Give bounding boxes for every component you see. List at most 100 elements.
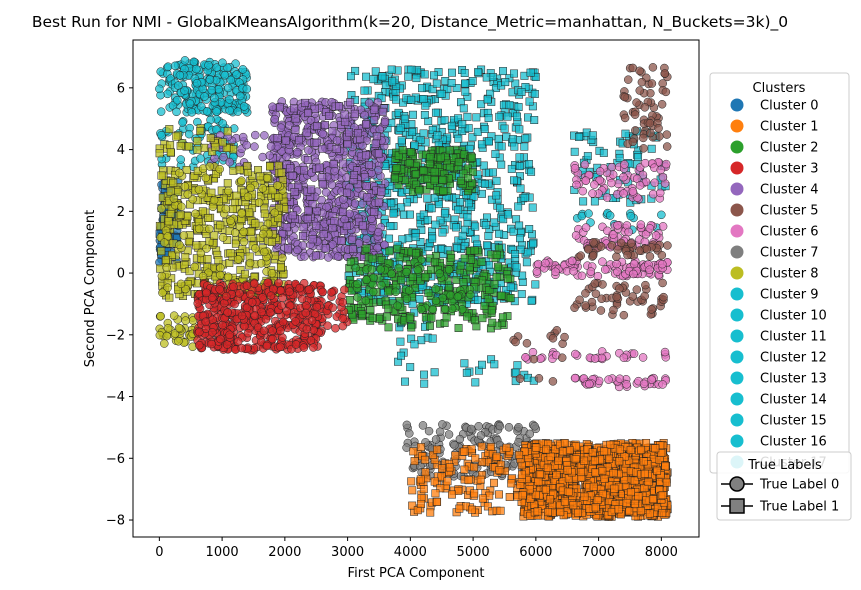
cluster-8-point <box>267 269 277 278</box>
cluster-7-point <box>424 426 434 436</box>
cluster-6-point <box>588 189 597 198</box>
cluster-7-point <box>405 429 414 438</box>
cluster-4-point <box>358 199 367 208</box>
cluster-2-point <box>384 287 393 296</box>
cluster-9-point <box>235 91 245 101</box>
cluster-9-point <box>517 290 526 299</box>
cluster-4-point <box>330 217 339 226</box>
cluster-5-point <box>662 130 672 139</box>
cluster-8-point <box>226 249 235 258</box>
cluster-9-point <box>584 209 593 218</box>
cluster-4-point <box>321 188 331 197</box>
cluster-9-point <box>423 215 432 224</box>
cluster-9-point <box>440 116 449 125</box>
cluster-3-point <box>307 316 317 325</box>
cluster-4-point <box>304 206 313 215</box>
cluster-4-point <box>310 104 319 113</box>
cluster-9-point <box>510 142 519 151</box>
cluster-4-point <box>295 136 303 145</box>
cluster-3-point <box>194 340 204 350</box>
cluster-5-point <box>659 292 668 302</box>
cluster-9-point <box>626 211 636 221</box>
cluster-2-point <box>424 288 433 297</box>
cluster-8-point <box>157 271 167 281</box>
cluster-8-point <box>174 337 183 346</box>
cluster-5-point <box>657 100 667 109</box>
cluster-9-point <box>460 359 469 368</box>
cluster-2-point <box>368 314 377 323</box>
cluster-9-point <box>238 65 248 74</box>
cluster-9-point <box>461 79 470 88</box>
cluster-8-point <box>196 127 205 135</box>
cluster-9-point <box>575 133 583 141</box>
cluster-8-point <box>235 165 244 174</box>
cluster-2-point <box>405 159 414 168</box>
cluster-4-point <box>298 232 307 240</box>
cluster-8-point <box>236 265 245 274</box>
cluster-6-point <box>660 347 670 357</box>
cluster-4-point <box>364 98 374 108</box>
cluster-8-point <box>246 183 255 193</box>
cluster-2-point <box>468 153 477 162</box>
cluster-9-point <box>218 119 228 128</box>
cluster-8-point <box>192 241 201 250</box>
cluster-2-point <box>392 164 401 173</box>
cluster-6-point <box>613 221 622 230</box>
cluster-9-point <box>232 70 241 79</box>
cluster-6-point <box>571 231 581 240</box>
cluster-7-point <box>495 421 505 431</box>
cluster-9-point <box>155 84 164 94</box>
cluster-8-point <box>169 311 179 320</box>
cluster-8-point <box>278 253 287 263</box>
cluster-9-point <box>479 161 488 170</box>
cluster-2-point <box>444 265 454 274</box>
cluster-2-point <box>465 263 474 272</box>
cluster-9-point <box>172 107 181 117</box>
cluster-5-point <box>647 305 656 314</box>
cluster-9-point <box>197 102 206 111</box>
cluster-4-point <box>333 252 343 261</box>
cluster-5-point <box>632 98 641 107</box>
cluster-4-point <box>346 98 355 107</box>
cluster-9-point <box>178 118 187 127</box>
cluster-8-point <box>157 247 166 256</box>
cluster-9-point <box>200 92 209 101</box>
cluster-9-point <box>529 239 537 248</box>
cluster-2-point <box>492 250 501 259</box>
cluster-9-point <box>528 203 537 212</box>
cluster-9-point <box>226 75 236 85</box>
cluster-4-point <box>281 136 290 145</box>
cluster-8-point <box>183 190 193 199</box>
cluster-2-point <box>393 301 402 311</box>
cluster-6-point <box>650 178 659 187</box>
cluster-9-point <box>511 368 520 377</box>
cluster-7-point <box>431 435 441 444</box>
cluster-9-point <box>397 351 405 360</box>
cluster-9-point <box>417 336 426 345</box>
cluster-9-point <box>389 209 398 218</box>
cluster-9-point <box>205 75 215 84</box>
cluster-9-point <box>477 140 486 149</box>
cluster-4-point <box>270 114 280 124</box>
cluster-4-point <box>361 151 370 160</box>
cluster-5-point <box>641 280 650 290</box>
cluster-6-point <box>628 187 638 196</box>
cluster-2-point <box>398 146 407 155</box>
cluster-8-point <box>193 137 202 145</box>
cluster-9-point <box>438 228 447 237</box>
cluster-4-point <box>350 109 359 118</box>
cluster-4-point <box>339 159 348 168</box>
cluster-8-point <box>201 173 211 183</box>
cluster-8-point <box>223 179 232 188</box>
cluster-3-point <box>201 317 211 327</box>
cluster-9-point <box>508 135 517 144</box>
cluster-6-point <box>604 375 613 384</box>
cluster-3-point <box>193 299 202 308</box>
cluster-3-point <box>202 288 211 298</box>
cluster-3-point <box>208 328 217 337</box>
cluster-4-point <box>315 163 324 172</box>
cluster-2-point <box>454 324 463 332</box>
cluster-2-point <box>404 286 414 295</box>
cluster-9-point <box>487 195 496 204</box>
cluster-9-point <box>484 231 493 240</box>
